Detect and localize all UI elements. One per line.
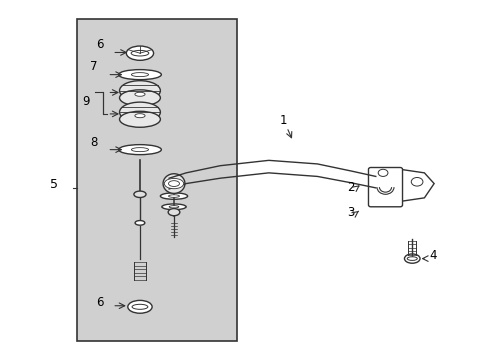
FancyBboxPatch shape [77, 19, 237, 341]
Ellipse shape [135, 221, 144, 225]
Ellipse shape [160, 193, 187, 199]
Ellipse shape [135, 114, 145, 118]
Ellipse shape [163, 174, 184, 193]
Ellipse shape [407, 257, 416, 260]
Text: 4: 4 [428, 249, 436, 262]
Circle shape [410, 177, 422, 186]
Ellipse shape [131, 73, 148, 77]
Ellipse shape [119, 81, 160, 101]
Text: 5: 5 [50, 178, 58, 191]
Ellipse shape [168, 208, 180, 216]
Ellipse shape [162, 204, 186, 210]
Ellipse shape [164, 179, 183, 189]
Ellipse shape [131, 50, 148, 56]
Ellipse shape [135, 92, 145, 96]
Ellipse shape [131, 148, 148, 152]
Ellipse shape [119, 90, 160, 106]
Ellipse shape [404, 254, 419, 263]
Ellipse shape [169, 206, 179, 208]
Ellipse shape [132, 304, 147, 309]
Ellipse shape [134, 191, 146, 198]
Ellipse shape [168, 195, 179, 197]
Ellipse shape [119, 111, 160, 127]
FancyBboxPatch shape [368, 167, 402, 207]
Polygon shape [399, 169, 433, 202]
Text: 7: 7 [90, 60, 98, 73]
Ellipse shape [127, 300, 152, 313]
Circle shape [377, 169, 387, 176]
Ellipse shape [118, 145, 161, 155]
Ellipse shape [119, 102, 160, 122]
Text: 1: 1 [280, 113, 287, 127]
Text: 8: 8 [90, 136, 98, 149]
Ellipse shape [168, 181, 179, 186]
Text: 6: 6 [96, 38, 103, 51]
Ellipse shape [118, 69, 161, 80]
Ellipse shape [126, 46, 153, 60]
Text: 6: 6 [96, 296, 103, 309]
Text: 3: 3 [347, 206, 354, 220]
Text: 9: 9 [82, 95, 90, 108]
Text: 2: 2 [347, 181, 354, 194]
